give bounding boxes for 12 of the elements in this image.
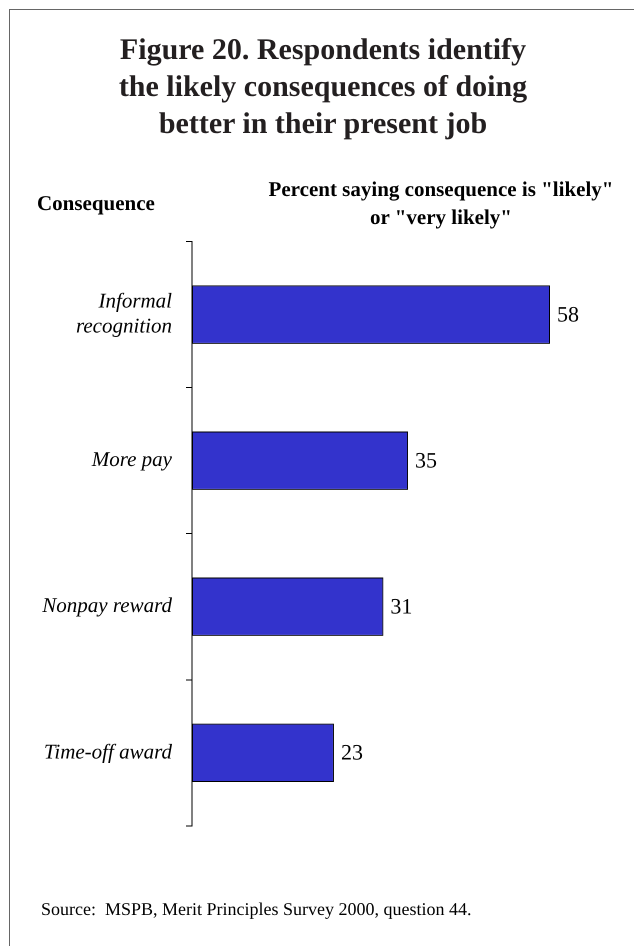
data-label: 35 — [415, 447, 438, 472]
y-tick-label: More pay — [90, 447, 173, 472]
data-label: 31 — [390, 594, 412, 619]
y-tick-label: Time-off award — [44, 739, 172, 764]
data-label: 58 — [557, 301, 579, 326]
data-label: 23 — [340, 740, 363, 765]
y-tick-label: Nonpay reward — [41, 593, 172, 618]
y-axis-title: Consequence — [37, 190, 155, 217]
y-tick-label: Informal recognition — [76, 288, 172, 338]
x-axis-title: Percent saying consequence is "likely" or "very likely" — [268, 176, 614, 231]
chart-title: Figure 20. Respondents identify the likely consequences of doing better in their present job — [118, 32, 528, 142]
source-note: Source: MSPB, Merit Principles Survey 2000, question 44. — [41, 898, 472, 920]
